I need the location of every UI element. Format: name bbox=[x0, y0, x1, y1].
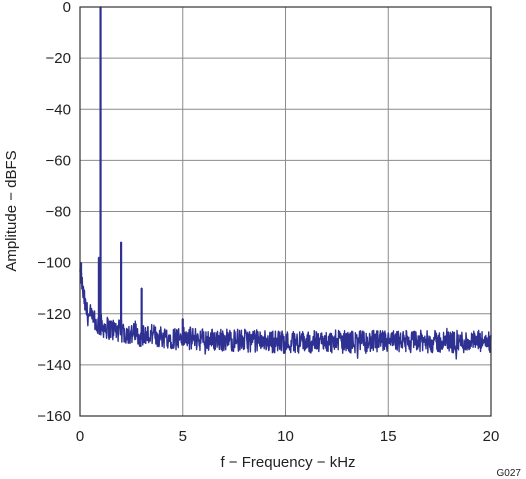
x-axis-label: f − Frequency − kHz bbox=[220, 454, 355, 471]
x-tick-label: 20 bbox=[483, 428, 500, 445]
y-tick-label: −140 bbox=[37, 357, 71, 374]
y-axis-label: Amplitude − dBFS bbox=[3, 150, 20, 271]
x-tick-label: 15 bbox=[380, 428, 397, 445]
x-tick-label: 5 bbox=[179, 428, 187, 445]
y-tick-label: 0 bbox=[63, 0, 71, 16]
spectrum-trace-group bbox=[79, 6, 492, 360]
y-tick-labels: 0 −20 −40 −60 −80 −100 −120 −140 −160 bbox=[37, 0, 71, 425]
x-tick-label: 10 bbox=[277, 428, 294, 445]
x-tick-labels: 0 5 10 15 20 bbox=[76, 428, 500, 445]
grid-lines bbox=[80, 7, 491, 416]
x-tick-label: 0 bbox=[76, 428, 84, 445]
y-tick-label: −160 bbox=[37, 408, 71, 425]
y-tick-label: −40 bbox=[46, 101, 71, 118]
y-tick-label: −60 bbox=[46, 152, 71, 169]
y-tick-label: −120 bbox=[37, 306, 71, 323]
plot-frame bbox=[79, 6, 492, 417]
y-tick-label: −80 bbox=[46, 204, 71, 221]
spectrum-trace bbox=[79, 6, 492, 360]
y-tick-label: −100 bbox=[37, 255, 71, 272]
figure-code: G027 bbox=[497, 468, 522, 479]
y-tick-label: −20 bbox=[46, 50, 71, 67]
